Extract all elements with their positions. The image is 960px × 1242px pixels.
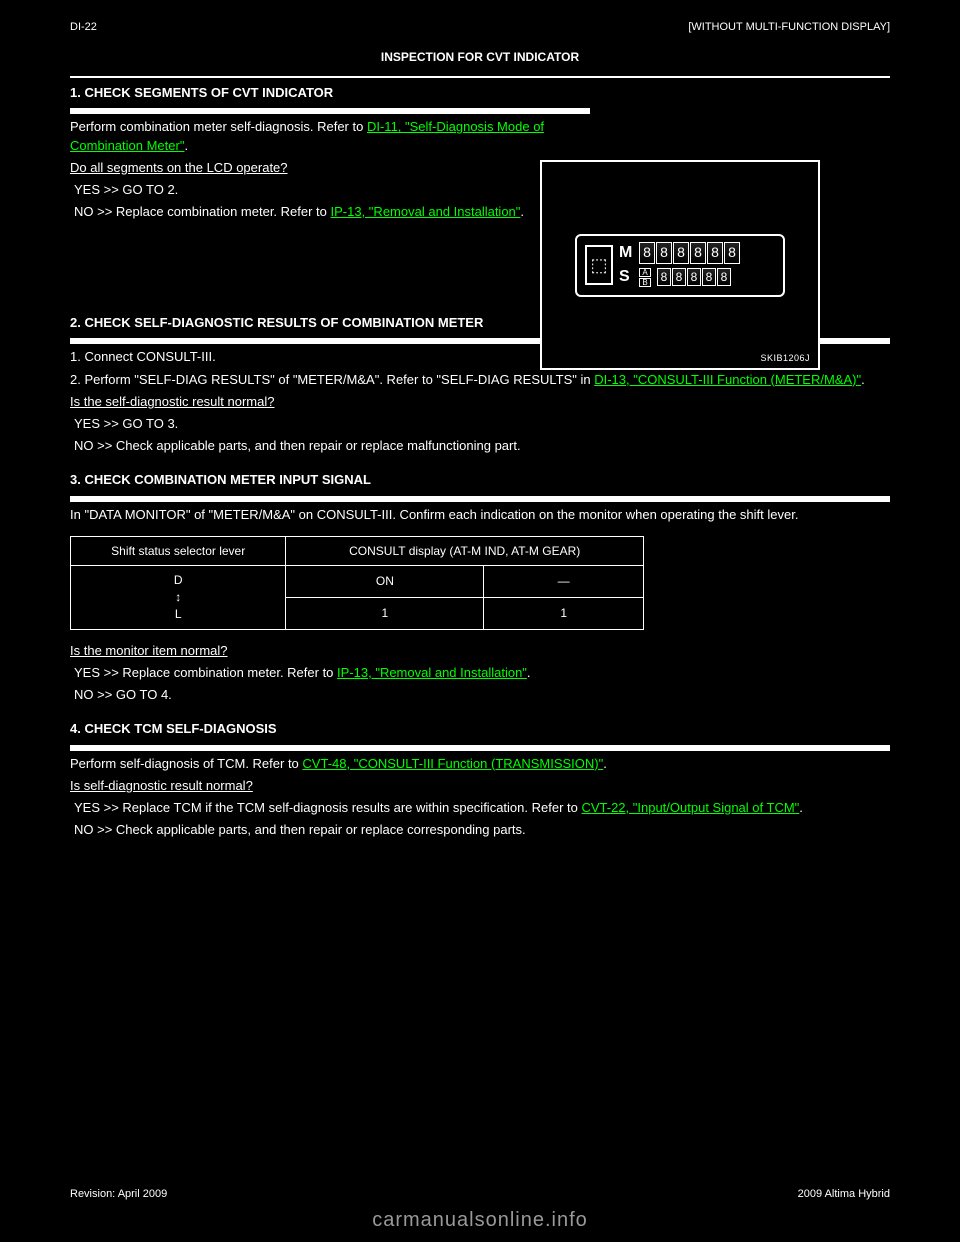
step-num: 3. — [70, 472, 81, 487]
question: Do all segments on the LCD operate? — [70, 160, 288, 175]
revision: Revision: April 2009 — [70, 1187, 167, 1202]
m-label: M — [619, 242, 635, 264]
link-cvt22[interactable]: CVT-22, "Input/Output Signal of TCM" — [581, 800, 799, 815]
s-label: S — [619, 266, 635, 288]
td: — — [484, 566, 644, 598]
m-digits: 888888 — [639, 242, 740, 264]
page-number: DI-22 — [70, 20, 97, 35]
lcd-display-figure: ⬚ M 888888 S AB 88888 — [540, 160, 820, 370]
no-option: NO >> Replace combination meter. Refer t… — [74, 204, 331, 219]
shift-table: Shift status selector lever CONSULT disp… — [70, 536, 644, 630]
td: D↕L — [71, 566, 286, 629]
no-option: NO >> Check applicable parts, and then r… — [70, 435, 890, 457]
divider — [70, 76, 890, 78]
gear-icon: ⬚ — [585, 245, 613, 285]
step-title: CHECK SELF-DIAGNOSTIC RESULTS OF COMBINA… — [84, 315, 483, 330]
step-1: 1. CHECK SEGMENTS OF CVT INDICATOR Perfo… — [70, 80, 890, 310]
yes-option: YES >> Replace combination meter. Refer … — [74, 665, 337, 680]
step-num: 4. — [70, 721, 81, 736]
step-num: 2. — [70, 315, 81, 330]
bar — [70, 496, 890, 502]
td: ON — [286, 566, 484, 598]
model: 2009 Altima Hybrid — [798, 1187, 890, 1202]
step-title: CHECK SEGMENTS OF CVT INDICATOR — [84, 85, 333, 100]
link-removal2[interactable]: IP-13, "Removal and Installation" — [337, 665, 527, 680]
th: CONSULT display (AT-M IND, AT-M GEAR) — [286, 536, 644, 566]
text: In "DATA MONITOR" of "METER/M&A" on CONS… — [70, 504, 890, 526]
yes-option: YES >> GO TO 2. — [70, 179, 590, 201]
watermark: carmanualsonline.info — [0, 1206, 960, 1234]
footer: Revision: April 2009 2009 Altima Hybrid — [70, 1187, 890, 1202]
question: Is the monitor item normal? — [70, 643, 228, 658]
yes-option: YES >> GO TO 3. — [70, 413, 890, 435]
td: 1 — [484, 598, 644, 630]
no-option: NO >> GO TO 4. — [70, 684, 890, 706]
bar — [70, 108, 590, 114]
question: Is self-diagnostic result normal? — [70, 778, 253, 793]
bar — [70, 745, 890, 751]
ab-indicator: AB — [639, 268, 651, 287]
no-option: NO >> Check applicable parts, and then r… — [70, 819, 890, 841]
header-note: [WITHOUT MULTI-FUNCTION DISPLAY] — [688, 20, 890, 35]
th: Shift status selector lever — [71, 536, 286, 566]
question: Is the self-diagnostic result normal? — [70, 394, 274, 409]
page-title: INSPECTION FOR CVT INDICATOR — [70, 41, 890, 74]
text: Perform combination meter self-diagnosis… — [70, 119, 367, 134]
page-header: DI-22 [WITHOUT MULTI-FUNCTION DISPLAY] — [70, 20, 890, 41]
link-cvt48[interactable]: CVT-48, "CONSULT-III Function (TRANSMISS… — [302, 756, 603, 771]
text: . — [184, 138, 188, 153]
s-digits: 88888 — [657, 268, 731, 286]
text: 2. Perform "SELF-DIAG RESULTS" of "METER… — [70, 372, 594, 387]
step-title: CHECK TCM SELF-DIAGNOSIS — [84, 721, 276, 736]
link-consult[interactable]: DI-13, "CONSULT-III Function (METER/M&A)… — [594, 372, 861, 387]
figure-id: SKIB1206J — [760, 352, 810, 365]
step-title: CHECK COMBINATION METER INPUT SIGNAL — [84, 472, 370, 487]
text: Perform self-diagnosis of TCM. Refer to — [70, 756, 302, 771]
yes-option: YES >> Replace TCM if the TCM self-diagn… — [74, 800, 581, 815]
td: 1 — [286, 598, 484, 630]
step-num: 1. — [70, 85, 81, 100]
link-removal[interactable]: IP-13, "Removal and Installation" — [331, 204, 521, 219]
